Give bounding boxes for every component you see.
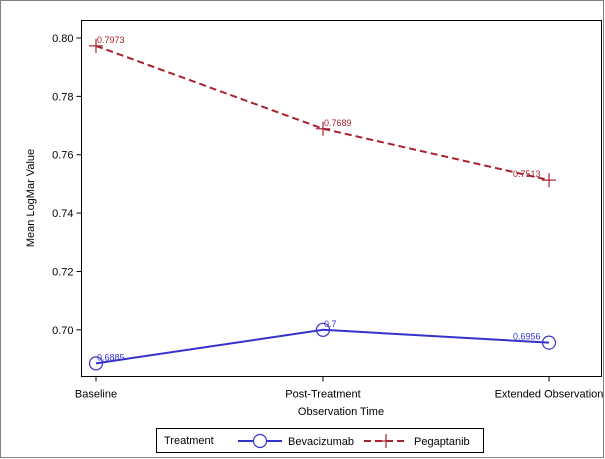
legend-box (156, 428, 484, 453)
data-label-bevacizumab: 0.6885 (97, 352, 125, 362)
legend: Treatment Bevacizumab Pegaptanib (156, 428, 484, 453)
data-label-bevacizumab: 0.7 (324, 319, 337, 329)
x-tick-label: Extended Observation (495, 389, 604, 401)
y-tick-label: 0.72 (52, 266, 73, 278)
series-line-pegaptanib (95, 44, 550, 182)
plot-area (81, 20, 602, 377)
data-point-pegaptanib (89, 38, 103, 53)
y-axis-label: Mean LogMar Value (25, 149, 37, 247)
y-tick-label: 0.76 (52, 150, 73, 162)
y-tick-label: 0.78 (52, 91, 73, 103)
x-axis-ticks: Baseline Post-Treatment Extended Observati… (75, 376, 604, 401)
data-point-pegaptanib (542, 173, 556, 188)
data-point-bevacizumab (88, 356, 104, 371)
x-tick-label: Baseline (75, 389, 117, 401)
legend-label: Bevacizumab (288, 436, 354, 448)
series-line-bevacizumab (95, 328, 550, 365)
data-label-pegaptanib: 0.7513 (513, 169, 541, 179)
y-axis-ticks: 0.70 0.72 0.74 0.76 0.78 0.80 (52, 33, 82, 337)
legend-entry-bevacizumab: Bevacizumab (238, 433, 354, 449)
legend-marker-circle (252, 433, 268, 449)
data-point-bevacizumab (541, 335, 557, 350)
y-tick-label: 0.74 (52, 208, 73, 220)
legend-title: Treatment (164, 435, 214, 447)
data-label-bevacizumab: 0.6956 (513, 332, 541, 342)
data-label-pegaptanib: 0.7689 (324, 118, 352, 128)
series-layer: 0.6885 0.7 0.6956 0.7973 0.7689 0.7513 (88, 35, 557, 371)
y-tick-label: 0.70 (52, 325, 73, 337)
legend-label: Pegaptanib (414, 436, 470, 448)
x-tick-label: Post-Treatment (285, 389, 360, 401)
y-tick-label: 0.80 (52, 33, 73, 45)
legend-entry-pegaptanib: Pegaptanib (364, 434, 470, 448)
data-point-pegaptanib (316, 121, 330, 136)
data-label-pegaptanib: 0.7973 (97, 35, 125, 45)
data-point-bevacizumab (315, 322, 331, 337)
x-axis-label: Observation Time (298, 406, 384, 418)
legend-items: Bevacizumab Pegaptanib (238, 433, 470, 449)
